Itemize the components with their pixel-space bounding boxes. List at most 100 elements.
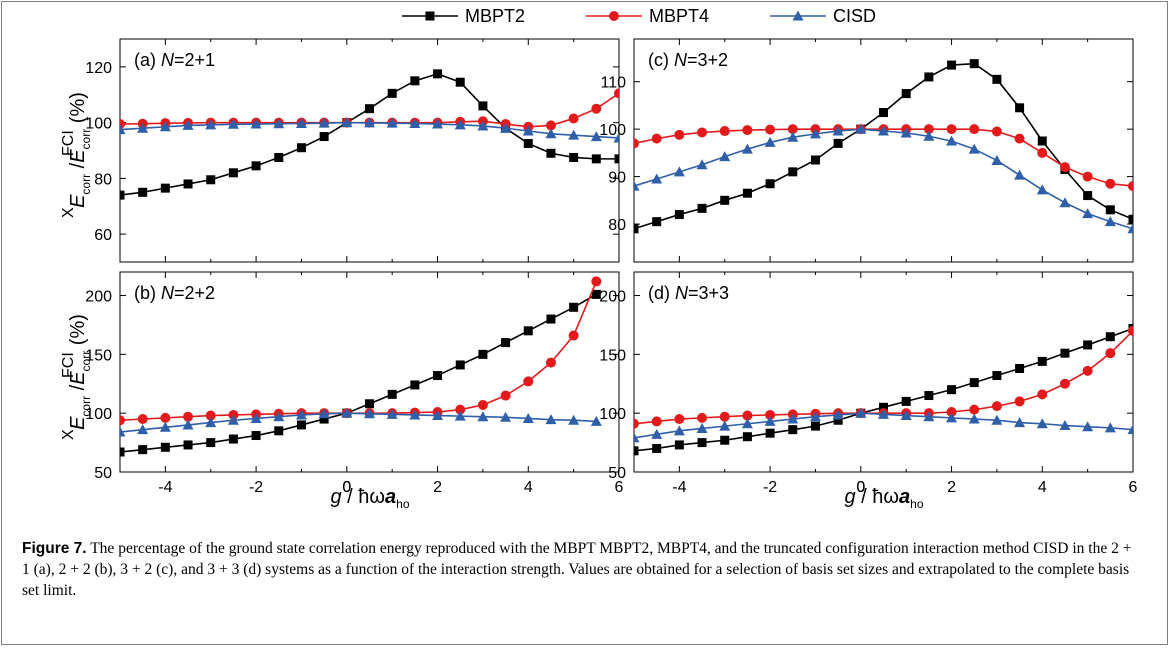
x-tick-label: 0 <box>856 479 865 496</box>
data-point <box>1128 181 1133 192</box>
y-tick-label: 150 <box>599 347 626 364</box>
panel-d-frame <box>633 271 1134 473</box>
data-point <box>182 419 194 430</box>
data-point <box>590 415 602 426</box>
data-point <box>120 426 126 437</box>
data-point <box>1014 133 1025 144</box>
data-point <box>568 414 580 425</box>
data-point <box>250 412 262 423</box>
data-point <box>946 135 958 146</box>
data-point <box>613 132 619 143</box>
data-point <box>120 190 125 200</box>
data-point <box>137 122 149 133</box>
data-point <box>809 411 821 422</box>
x-tick-label: -4 <box>158 479 172 496</box>
data-point <box>591 276 602 287</box>
data-point <box>387 88 397 98</box>
data-point <box>183 179 193 189</box>
data-point <box>634 224 639 234</box>
y-tick-label: 120 <box>85 60 112 77</box>
y-tick-label: 80 <box>608 217 626 234</box>
y-axis-title-top: Ecorr /Ecorr (%)X FCI <box>60 92 93 218</box>
data-point <box>137 414 148 425</box>
data-point <box>251 431 261 441</box>
y-tick-label: 110 <box>600 75 626 92</box>
y-tick-label: 100 <box>85 406 112 423</box>
data-point <box>227 118 239 129</box>
data-point <box>1127 424 1133 435</box>
data-point <box>765 409 776 420</box>
data-point <box>477 411 489 422</box>
data-point <box>546 148 556 158</box>
data-point <box>386 408 398 419</box>
data-point <box>477 120 489 131</box>
data-point <box>433 371 443 381</box>
data-point <box>409 409 421 420</box>
series-mbpt2-d <box>634 323 1133 456</box>
data-point <box>591 154 601 164</box>
data-point <box>878 408 889 419</box>
data-point <box>947 60 957 70</box>
data-point <box>205 410 216 421</box>
data-point <box>205 417 217 428</box>
data-point <box>545 120 556 131</box>
data-point <box>923 130 935 141</box>
data-point <box>273 118 285 129</box>
data-point <box>742 125 753 136</box>
data-point <box>295 409 307 420</box>
data-point <box>1082 208 1094 219</box>
data-point <box>523 139 533 149</box>
data-point <box>832 125 844 136</box>
data-point <box>765 124 776 135</box>
data-point <box>1104 422 1116 433</box>
data-point <box>697 438 707 448</box>
data-point <box>720 435 730 445</box>
data-point <box>477 399 488 410</box>
legend-marker-mbpt2 <box>425 11 435 21</box>
data-point <box>900 127 912 138</box>
data-point <box>992 371 1002 381</box>
data-point <box>318 117 330 128</box>
data-point <box>809 128 821 139</box>
data-point <box>1060 348 1070 358</box>
data-point <box>1083 340 1093 350</box>
data-point <box>900 410 912 421</box>
data-point <box>697 412 708 423</box>
data-point <box>742 432 752 442</box>
data-point <box>652 217 662 227</box>
data-point <box>1036 418 1048 429</box>
data-point <box>590 131 602 142</box>
data-point <box>365 399 374 409</box>
data-point <box>1014 417 1026 428</box>
data-point <box>787 131 799 142</box>
series-line <box>634 62 1133 230</box>
data-point <box>1037 136 1047 146</box>
data-point <box>410 380 420 390</box>
data-point <box>1127 223 1133 234</box>
data-point <box>764 415 776 426</box>
data-point <box>634 138 639 149</box>
x-tick-label: 0 <box>856 479 865 496</box>
data-point <box>546 314 556 324</box>
data-point <box>1104 216 1116 227</box>
data-point <box>923 124 934 135</box>
data-point <box>1059 378 1070 389</box>
data-point <box>1082 365 1093 376</box>
x-tick-label: 2 <box>433 479 442 496</box>
data-point <box>1105 205 1115 215</box>
data-point <box>1037 356 1047 366</box>
y-axis-title-sup: X <box>60 207 77 218</box>
series-cisd-b <box>120 407 602 437</box>
data-point <box>614 88 619 99</box>
figure-caption: Figure 7. The percentage of the ground s… <box>22 538 1142 601</box>
data-point <box>523 326 533 336</box>
data-point <box>879 402 888 412</box>
data-point <box>969 378 979 388</box>
data-point <box>719 411 730 422</box>
caption-label: Figure 7. <box>22 540 87 557</box>
data-point <box>614 154 619 164</box>
data-point <box>787 124 798 135</box>
data-point <box>1037 147 1048 158</box>
data-point <box>120 447 125 457</box>
data-point <box>764 136 776 147</box>
